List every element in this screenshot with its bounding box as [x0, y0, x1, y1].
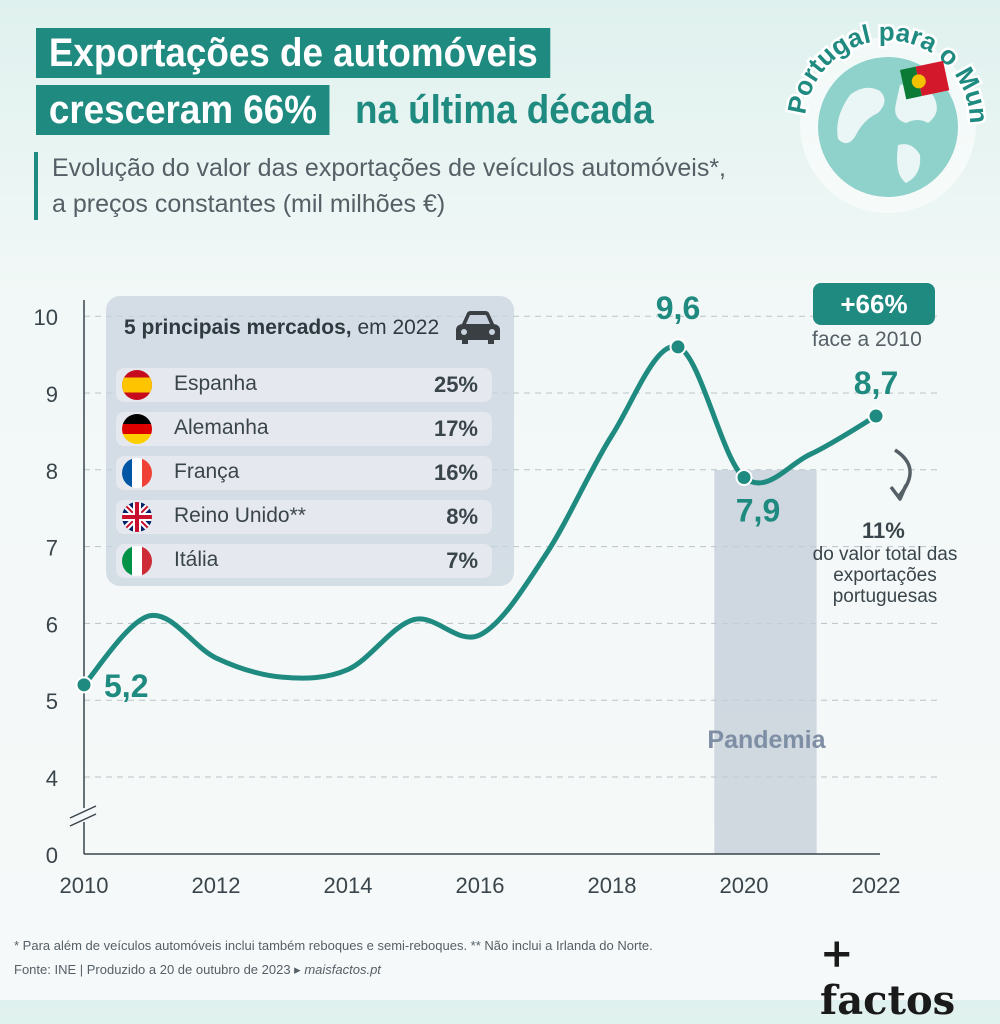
spain-flag-icon [122, 370, 152, 400]
data-label: 8,7 [854, 365, 898, 401]
market-value: 25% [433, 372, 478, 397]
market-value: 16% [433, 460, 478, 485]
france-flag-icon [122, 458, 152, 488]
pandemia-label: Pandemia [707, 726, 826, 754]
data-label: 7,9 [736, 492, 780, 528]
y-tick-label: 8 [46, 459, 58, 484]
x-tick-label: 2010 [60, 873, 109, 898]
subtitle-accent-bar [34, 152, 38, 220]
y-tick-label: 5 [46, 689, 58, 714]
arrow-head [889, 484, 908, 501]
x-tick-label: 2020 [720, 873, 769, 898]
market-name: Alemanha [174, 416, 269, 439]
germany-flag-icon [122, 414, 152, 444]
data-point [669, 338, 687, 356]
title-line-2-rest: na última década [355, 88, 654, 132]
share-value: 11% [862, 518, 905, 543]
subtitle: Evolução do valor das exportações de veí… [52, 150, 726, 222]
data-label: 5,2 [104, 668, 148, 704]
markets-title-bold: 5 principais mercados, [124, 316, 352, 339]
y-tick-label: 6 [46, 612, 58, 637]
line-chart: Pandemia 0 4 5 6 7 8 9 10 2010 2012 2014 2016 2018 20… [34, 290, 940, 898]
pandemia-band [714, 470, 817, 854]
market-value: 17% [433, 416, 478, 441]
y-tick-label: 7 [46, 536, 58, 561]
market-row-reino-unido: Reino Unido** 8% [116, 500, 492, 534]
data-point [867, 407, 885, 425]
market-row-alemanha: Alemanha 17% [116, 412, 492, 446]
brand-logo: + factos [820, 930, 956, 1024]
italy-flag-icon [122, 546, 152, 576]
title-line-2-highlight: cresceram 66% [36, 85, 330, 135]
x-tick-label: 2016 [456, 873, 505, 898]
globe-logo: De Portugal para o Mundo [780, 5, 995, 213]
data-label: 9,6 [656, 290, 700, 326]
axis-break-mark [69, 805, 97, 819]
market-row-espanha: Espanha 25% [116, 368, 492, 402]
axes: 0 4 5 6 7 8 9 10 2010 2012 2014 2016 2018 2020 2022 [34, 300, 901, 898]
title-line-1: Exportações de automóveis [36, 28, 551, 78]
market-name: Itália [174, 548, 219, 571]
share-text: do valor total das exportações portugues… [812, 544, 958, 607]
x-tick-label: 2012 [192, 873, 241, 898]
market-name: Reino Unido** [174, 504, 306, 527]
portugal-flag-icon [900, 60, 950, 100]
growth-badge-sub: face a 2010 [812, 328, 922, 351]
source-text: Fonte: INE | Produzido a 20 de outubro d… [14, 962, 305, 977]
subtitle-line-2: a preços constantes (mil milhões €) [52, 190, 446, 218]
data-labels: 5,2 9,6 7,9 8,7 [104, 290, 898, 704]
data-point [735, 468, 753, 486]
y-tick-label: 10 [34, 305, 58, 330]
markets-title-rest: em 2022 [351, 316, 440, 339]
footnote: * Para além de veículos automóveis inclu… [14, 938, 653, 953]
axis-break-mark [69, 813, 97, 827]
axis-break-gap [70, 808, 98, 822]
uk-flag-icon [122, 502, 152, 532]
data-point [75, 676, 93, 694]
market-name: França [174, 460, 240, 483]
market-value: 7% [446, 548, 478, 573]
x-tick-label: 2022 [852, 873, 901, 898]
market-row-franca: França 16% [116, 456, 492, 490]
car-icon [456, 311, 500, 344]
y-tick-label: 0 [46, 843, 58, 868]
x-tick-label: 2018 [588, 873, 637, 898]
data-points [75, 338, 885, 694]
x-tick-label: 2014 [324, 873, 373, 898]
market-name: Espanha [174, 372, 257, 395]
growth-badge: +66% [813, 283, 935, 325]
market-row-italia: Itália 7% [116, 544, 492, 578]
markets-title: 5 principais mercados, em 2022 [124, 316, 439, 340]
market-value: 8% [446, 504, 478, 529]
y-tick-label: 9 [46, 382, 58, 407]
subtitle-line-1: Evolução do valor das exportações de veí… [52, 154, 726, 182]
y-tick-label: 4 [46, 766, 58, 791]
source-link[interactable]: maisfactos.pt [304, 962, 381, 977]
source-line: Fonte: INE | Produzido a 20 de outubro d… [14, 962, 381, 978]
